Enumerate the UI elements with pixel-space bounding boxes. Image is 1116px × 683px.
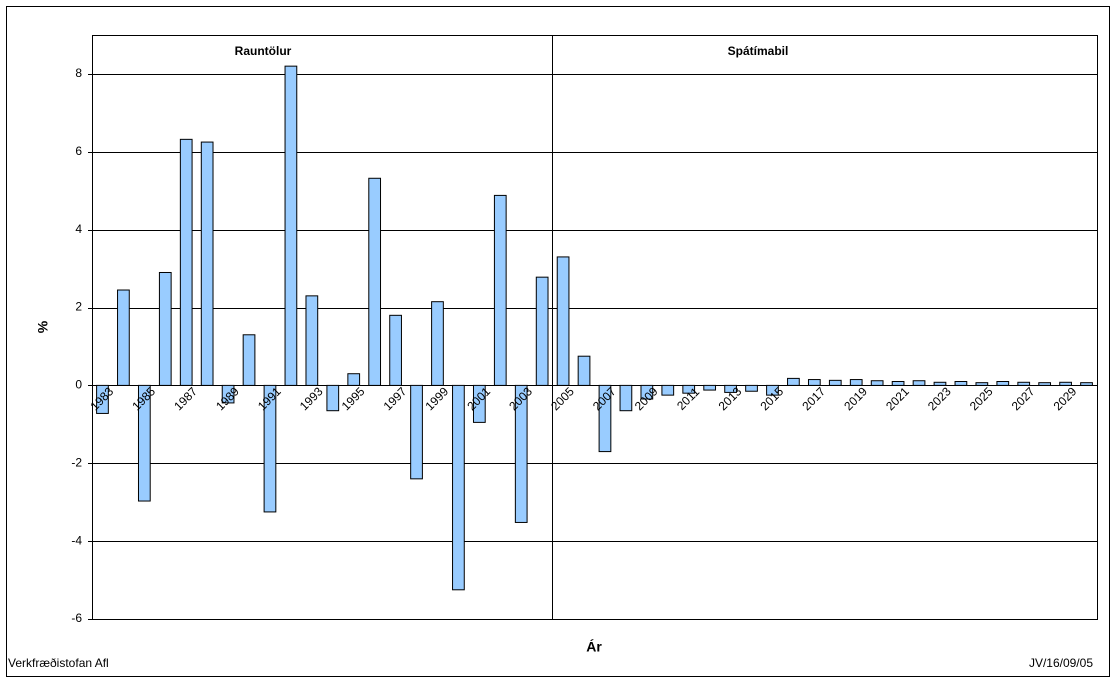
footer-left: Verkfræðistofan Afl xyxy=(8,656,109,670)
annotation: Rauntölur xyxy=(235,44,292,58)
bar xyxy=(452,384,465,591)
bar xyxy=(912,380,926,386)
footer-right: JV/16/09/05 xyxy=(1029,656,1093,670)
x-tick-label: 2015 xyxy=(757,384,786,413)
bar xyxy=(849,379,863,386)
bar xyxy=(619,384,633,412)
x-tick-label: 2019 xyxy=(841,384,870,413)
annotation: Spátímabil xyxy=(728,44,789,58)
bar xyxy=(954,381,968,386)
bar xyxy=(137,384,151,502)
bar xyxy=(807,379,821,386)
bar xyxy=(410,384,423,480)
x-tick-label: 1993 xyxy=(297,384,326,413)
bar xyxy=(682,384,696,394)
x-tick-label: 1995 xyxy=(339,384,368,413)
y-tick-label: 4 xyxy=(75,222,82,236)
y-tick-label: -4 xyxy=(71,533,82,547)
bar xyxy=(1017,381,1031,386)
bar xyxy=(787,377,800,386)
chart-frame xyxy=(6,6,1110,677)
bar xyxy=(493,194,507,386)
x-tick-label: 1989 xyxy=(213,384,242,413)
bar xyxy=(117,289,130,386)
bar xyxy=(431,301,444,386)
bar xyxy=(577,355,591,386)
bar xyxy=(242,334,256,386)
x-tick-label: 2013 xyxy=(716,384,745,413)
y-tick-label: -6 xyxy=(71,611,82,625)
x-tick-label: 2021 xyxy=(883,384,912,413)
bar xyxy=(640,384,654,400)
bar xyxy=(96,384,109,414)
y-tick-label: 6 xyxy=(75,144,82,158)
bar xyxy=(724,384,737,393)
bar xyxy=(891,381,905,386)
bar xyxy=(535,276,549,386)
y-tick-label: 0 xyxy=(75,378,82,392)
bar xyxy=(263,384,277,513)
bar xyxy=(996,381,1010,386)
x-tick-label: 2017 xyxy=(799,384,828,413)
bar xyxy=(828,379,842,386)
bar xyxy=(347,373,361,386)
x-tick-label: 2009 xyxy=(632,384,661,413)
bar xyxy=(933,381,947,386)
bar xyxy=(661,384,675,396)
bar xyxy=(179,138,193,386)
bar xyxy=(221,384,235,404)
bar xyxy=(1080,382,1093,386)
x-axis-title: Ár xyxy=(586,639,602,655)
y-tick-label: 8 xyxy=(75,66,82,80)
bar xyxy=(766,384,779,396)
x-tick-label: 2011 xyxy=(674,385,702,413)
bar xyxy=(514,384,528,523)
bar xyxy=(598,384,612,453)
bar xyxy=(200,141,214,386)
x-tick-label: 1987 xyxy=(171,384,200,413)
bar xyxy=(368,177,382,386)
x-tick-label: 2025 xyxy=(967,384,996,413)
bar xyxy=(158,271,172,386)
plot-frame xyxy=(92,35,1098,620)
x-tick-label: 1997 xyxy=(381,384,410,413)
x-tick-label: 2029 xyxy=(1051,384,1080,413)
bar xyxy=(284,65,298,386)
bar xyxy=(1059,381,1072,386)
x-tick-label: 1999 xyxy=(422,384,451,413)
bar xyxy=(326,384,340,412)
y-tick-label: 2 xyxy=(75,300,82,314)
bar xyxy=(556,256,570,386)
bar xyxy=(472,384,486,423)
x-tick-label: 2027 xyxy=(1009,384,1038,413)
bar xyxy=(305,295,319,386)
bar xyxy=(389,314,402,386)
x-tick-label: 2023 xyxy=(925,384,954,413)
y-tick-label: -2 xyxy=(71,455,82,469)
bar xyxy=(870,380,884,386)
bar xyxy=(703,384,717,391)
bar xyxy=(745,384,758,392)
bar xyxy=(1038,382,1052,386)
bar xyxy=(975,382,989,386)
y-axis-title: % xyxy=(35,320,51,333)
